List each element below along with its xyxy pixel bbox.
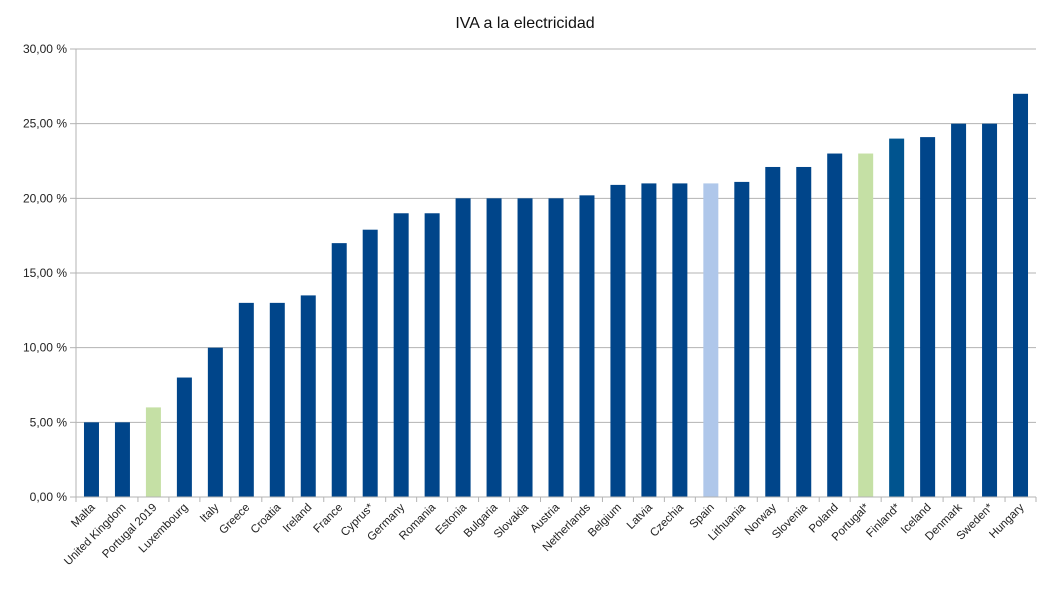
bar xyxy=(83,422,99,497)
bar xyxy=(951,123,967,498)
bar xyxy=(207,347,223,497)
bar xyxy=(920,137,936,497)
y-tick-label: 30,00 % xyxy=(23,42,67,56)
bar xyxy=(734,181,750,497)
bar xyxy=(889,138,905,497)
bar xyxy=(114,422,130,497)
bar xyxy=(517,198,533,498)
bar xyxy=(424,213,440,497)
bar xyxy=(579,195,595,497)
x-category-label: Slovakia xyxy=(492,501,532,541)
x-category-label: Ireland xyxy=(281,502,314,535)
bar xyxy=(796,166,812,497)
bar xyxy=(765,166,781,497)
bar xyxy=(486,198,502,498)
x-category-label: Hungary xyxy=(987,501,1026,540)
axes xyxy=(75,49,1037,502)
x-category-label: Slovenia xyxy=(770,501,810,541)
x-category-label: Spain xyxy=(688,502,717,531)
bar xyxy=(455,198,471,498)
bar xyxy=(703,183,719,497)
x-category-label: Greece xyxy=(217,502,252,537)
bar xyxy=(331,243,347,497)
bar xyxy=(300,295,316,497)
x-category-label: Belgium xyxy=(586,502,624,540)
y-tick-label: 25,00 % xyxy=(23,117,67,131)
bar xyxy=(238,302,254,497)
bar xyxy=(393,213,409,497)
bar xyxy=(641,183,657,497)
bar xyxy=(1013,93,1029,498)
bar xyxy=(176,377,192,497)
bar xyxy=(827,153,843,498)
bar xyxy=(269,302,285,497)
x-category-label: Finland* xyxy=(864,501,903,540)
bar xyxy=(982,123,998,498)
x-category-label: Malta xyxy=(69,501,98,530)
bars xyxy=(83,93,1029,498)
y-tick-label: 20,00 % xyxy=(23,191,67,205)
x-category-label: Italy xyxy=(198,501,222,525)
y-tick-label: 5,00 % xyxy=(30,415,68,429)
bar xyxy=(672,183,688,497)
y-tick-label: 0,00 % xyxy=(30,490,68,504)
y-tick-label: 15,00 % xyxy=(23,266,67,280)
y-tick-label: 10,00 % xyxy=(23,341,67,355)
y-axis-tick-labels: 0,00 % 5,00 % 10,00 % 15,00 % 20,00 % 25,00 %… xyxy=(23,42,67,504)
bar xyxy=(858,153,874,498)
bar xyxy=(362,229,378,497)
bar xyxy=(610,184,626,498)
x-category-label: Croatia xyxy=(249,501,284,536)
bar xyxy=(145,407,161,497)
x-category-label: Portugal 2019 xyxy=(100,502,159,561)
x-category-label: Czechia xyxy=(648,501,686,539)
bar xyxy=(548,198,564,498)
chart-title: IVA a la electricidad xyxy=(455,15,594,32)
